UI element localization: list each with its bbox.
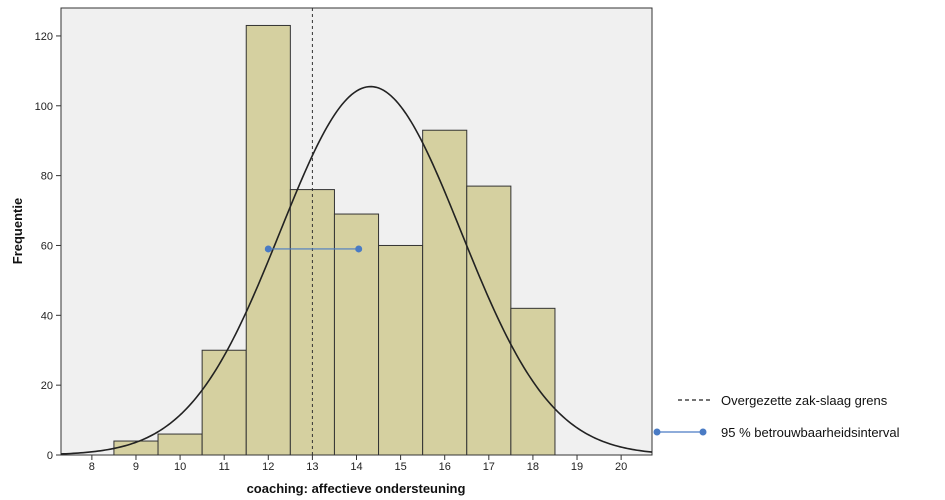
normal-curve-layer (60, 85, 653, 455)
histogram-bar (466, 185, 512, 456)
x-tick-label: 17 (483, 461, 495, 473)
legend-ci-dot-left (653, 428, 661, 436)
x-tick-label: 10 (174, 461, 186, 473)
x-axis-title: coaching: affectieve ondersteuning (247, 481, 466, 496)
x-tick-label: 9 (133, 461, 139, 473)
ci-point-high (355, 245, 363, 253)
x-tick-label: 14 (350, 461, 362, 473)
y-tick-label: 0 (47, 450, 53, 462)
y-tick-label: 100 (35, 101, 53, 113)
legend-ci-label: 95 % betrouwbaarheidsinterval (721, 425, 900, 440)
y-tick-label: 80 (41, 171, 53, 183)
histogram-bar (201, 349, 247, 456)
x-axis: 8 9 10 11 12 13 14 15 16 17 18 19 20 (89, 455, 627, 473)
histogram-bar (422, 129, 468, 456)
x-tick-label: 12 (262, 461, 274, 473)
histogram-bar (333, 213, 380, 456)
y-tick-label: 120 (35, 31, 53, 43)
x-tick-label: 19 (571, 461, 583, 473)
y-axis-title: Frequentie (10, 198, 25, 264)
legend-ci-dot-right (699, 428, 707, 436)
ci-point-low (264, 245, 272, 253)
histogram-bar (378, 244, 424, 456)
normal-curve (60, 85, 653, 455)
histogram-bar (157, 433, 203, 456)
x-tick-label: 16 (439, 461, 451, 473)
x-tick-label: 20 (615, 461, 627, 473)
y-axis: 0 20 40 60 80 100 120 (35, 31, 61, 462)
histogram-bar (245, 24, 291, 456)
x-tick-label: 13 (306, 461, 318, 473)
legend: Overgezette zak-slaag grens 95 % betrouw… (653, 393, 900, 440)
y-tick-label: 40 (41, 310, 53, 322)
y-tick-label: 20 (41, 380, 53, 392)
x-tick-label: 8 (89, 461, 95, 473)
confidence-interval-layer (264, 245, 363, 253)
y-tick-label: 60 (41, 240, 53, 252)
x-tick-label: 11 (218, 461, 229, 473)
x-tick-label: 18 (527, 461, 539, 473)
x-tick-label: 15 (394, 461, 406, 473)
legend-cutoff-label: Overgezette zak-slaag grens (721, 393, 888, 408)
